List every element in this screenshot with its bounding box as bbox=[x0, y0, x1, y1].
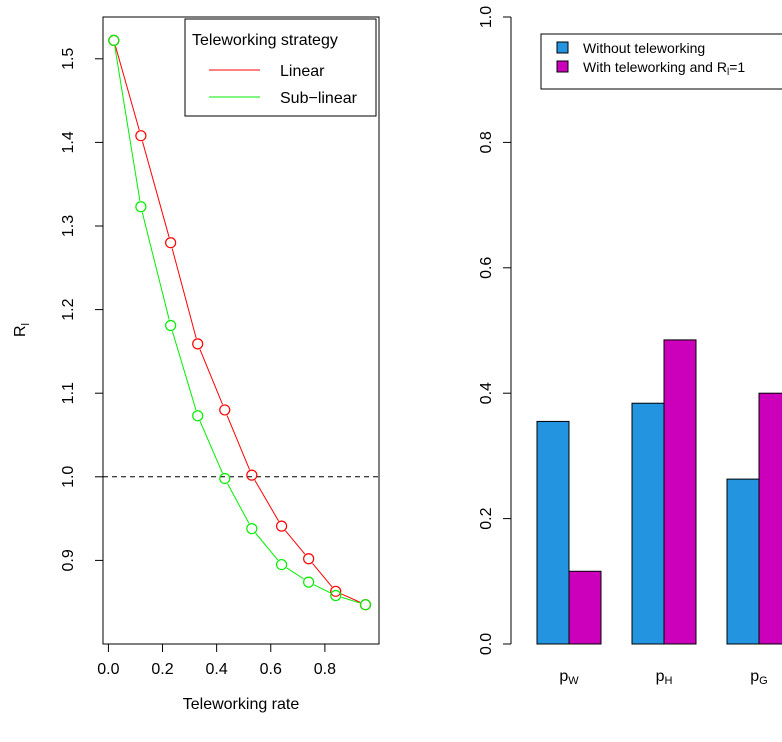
legend-label-without: Without teleworking bbox=[583, 40, 705, 56]
bar bbox=[758, 392, 782, 645]
series-segment bbox=[114, 46, 140, 131]
y-tick-label: 1.4 bbox=[60, 131, 77, 153]
series-segment bbox=[340, 593, 361, 603]
data-point bbox=[303, 576, 315, 588]
line-chart-panel: 0.0 0.2 0.4 0.6 0.8 0.9 1.0 1.1 1.2 1.3 1.4 1.5 Te… bbox=[12, 16, 380, 713]
data-point bbox=[192, 338, 204, 350]
x-tick-label: 0.4 bbox=[206, 661, 228, 678]
series-segment bbox=[254, 480, 279, 522]
legend-box bbox=[184, 18, 377, 117]
data-point bbox=[275, 558, 288, 571]
series-segment bbox=[114, 46, 141, 201]
y-axis: 0.9 1.0 1.1 1.2 1.3 1.4 1.5 bbox=[60, 48, 104, 572]
series-segment bbox=[285, 530, 306, 555]
data-point bbox=[330, 585, 342, 597]
series-segment bbox=[313, 584, 331, 594]
series-segment bbox=[312, 563, 333, 588]
series-segment bbox=[171, 331, 197, 411]
bar-chart-panel: 0.0 0.2 0.4 0.6 0.8 1.0 pW pH pG Without telewo… bbox=[478, 6, 782, 687]
bar bbox=[536, 420, 570, 645]
data-point bbox=[165, 319, 177, 332]
y-tick-label: 1.3 bbox=[60, 215, 77, 237]
legend: Without teleworking With teleworking and… bbox=[540, 33, 782, 90]
y-tick-label: 0.9 bbox=[60, 549, 77, 571]
bar bbox=[568, 570, 602, 645]
bar bbox=[663, 339, 697, 645]
y-axis-label: Rl bbox=[12, 323, 32, 337]
y-tick-label: 1.5 bbox=[60, 48, 77, 70]
x-tick-label: 0.8 bbox=[314, 661, 336, 678]
x-axis: 0.0 0.2 0.4 0.6 0.8 bbox=[97, 643, 336, 678]
y-tick-label: 0.4 bbox=[478, 382, 495, 404]
data-point bbox=[108, 34, 120, 47]
y-tick-label: 1.0 bbox=[60, 466, 77, 488]
legend-label-sub-linear: Sub−linear bbox=[280, 90, 358, 107]
data-point bbox=[246, 469, 258, 481]
x-tick-label: pG bbox=[750, 668, 767, 687]
y-tick-label: 0.8 bbox=[478, 131, 495, 153]
legend-box bbox=[540, 33, 782, 90]
x-axis: pW pH pG bbox=[559, 668, 767, 687]
legend-label-linear: Linear bbox=[280, 63, 325, 80]
series-segment bbox=[141, 212, 170, 320]
legend-label-with: With teleworking and Rl=1 bbox=[583, 59, 745, 78]
data-point bbox=[246, 523, 258, 535]
data-point bbox=[165, 237, 177, 249]
data-point bbox=[192, 410, 204, 422]
x-tick-label: 0.2 bbox=[151, 661, 173, 678]
line-series-group bbox=[108, 34, 372, 611]
series-segment bbox=[255, 532, 279, 561]
bar-group bbox=[536, 339, 782, 645]
series-segment bbox=[142, 141, 170, 238]
series-segment bbox=[226, 415, 250, 470]
legend-swatch-with bbox=[556, 60, 569, 73]
data-point bbox=[219, 472, 231, 485]
y-tick-label: 1.1 bbox=[60, 382, 77, 404]
y-tick-label: 1.0 bbox=[478, 6, 495, 28]
data-point bbox=[275, 520, 288, 532]
data-point bbox=[303, 553, 315, 565]
data-point bbox=[330, 589, 342, 602]
series-segment bbox=[227, 483, 250, 524]
series-segment bbox=[341, 596, 360, 604]
data-point bbox=[359, 599, 372, 611]
x-tick-label: 0.6 bbox=[260, 661, 282, 678]
y-tick-label: 0.2 bbox=[478, 507, 495, 529]
series-segment bbox=[171, 248, 197, 339]
data-point bbox=[135, 130, 147, 142]
x-tick-label: pW bbox=[559, 668, 579, 687]
y-tick-label: 0.0 bbox=[478, 633, 495, 655]
x-tick-label: 0.0 bbox=[97, 661, 119, 678]
data-point bbox=[219, 404, 231, 416]
series-segment bbox=[199, 421, 223, 474]
series-segment bbox=[199, 349, 223, 405]
legend-swatch-without bbox=[556, 41, 569, 54]
x-tick-label: pH bbox=[656, 668, 673, 687]
legend-title: Teleworking strategy bbox=[192, 32, 338, 49]
x-axis-label: Teleworking rate bbox=[183, 696, 300, 713]
y-tick-label: 0.6 bbox=[478, 257, 495, 279]
data-point bbox=[135, 201, 147, 213]
bar bbox=[726, 478, 760, 645]
y-tick-label: 1.2 bbox=[60, 298, 77, 320]
bar bbox=[631, 402, 665, 645]
series-segment bbox=[286, 567, 304, 580]
legend: Teleworking strategy Linear Sub−linear bbox=[184, 18, 377, 117]
y-axis: 0.0 0.2 0.4 0.6 0.8 1.0 bbox=[478, 6, 512, 655]
